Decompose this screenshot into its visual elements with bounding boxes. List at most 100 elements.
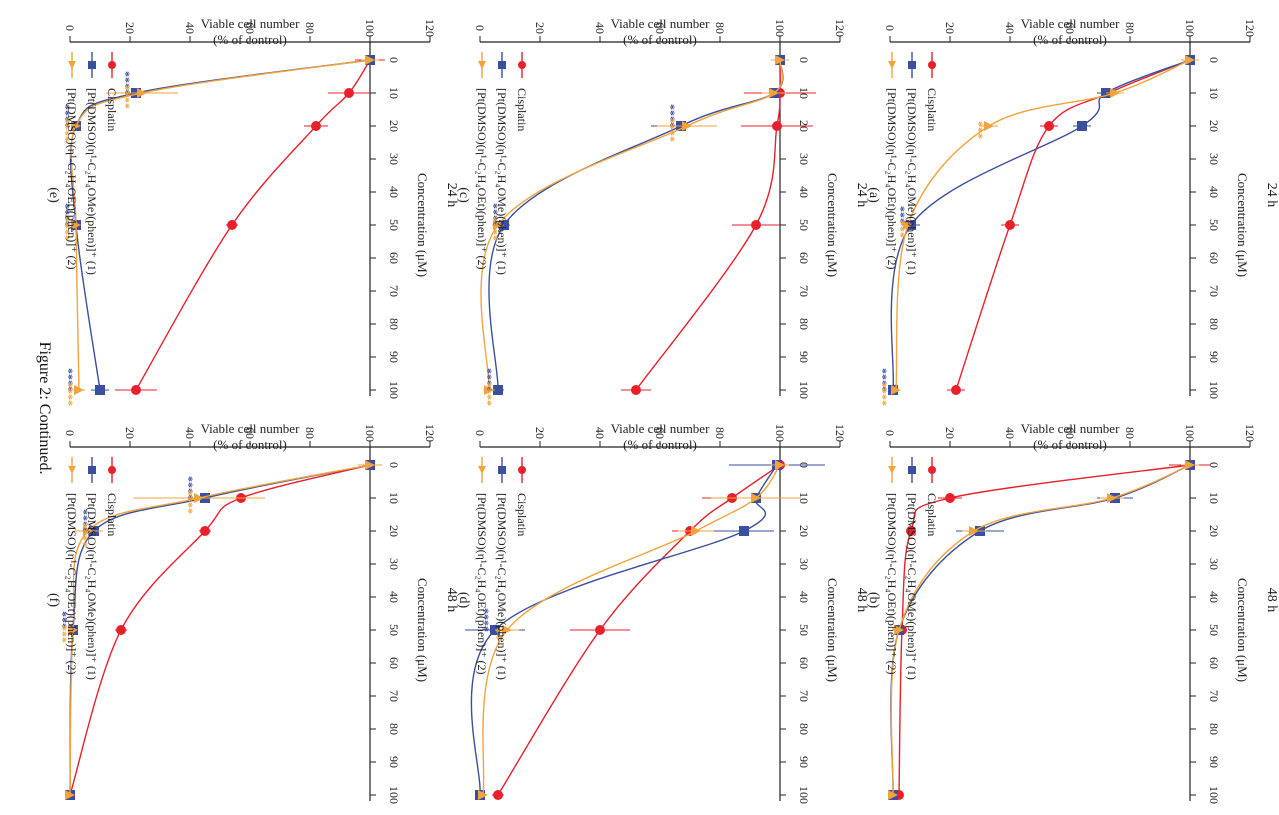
panels-layer: 0 20 40 60 80 100 1200102030405060708090100Via… (46, 16, 1279, 804)
data-point-complex2 (484, 385, 494, 395)
data-point-complex2 (888, 790, 898, 800)
concentration-tick-label: 80 (1207, 318, 1221, 330)
panel-title: 24 h (1264, 183, 1279, 208)
data-point-complex2 (1110, 88, 1120, 98)
legend-marker-cisplatin (108, 61, 116, 69)
legend-marker-complex1 (908, 466, 916, 474)
concentration-tick-label: 50 (387, 624, 401, 636)
significance-marker: **** (481, 368, 495, 392)
value-axis-label: Viable cell number (611, 16, 711, 31)
value-tick-label: 40 (593, 22, 607, 34)
value-tick-label: 40 (183, 427, 197, 439)
significance-marker: **** (481, 382, 495, 406)
data-point-cisplatin (344, 88, 354, 98)
data-point-cisplatin (311, 121, 321, 131)
value-tick-label: 80 (713, 427, 727, 439)
data-point-complex2 (478, 790, 488, 800)
figure-caption: Figure 2: Continued. (36, 342, 53, 475)
significance-marker: *** (894, 206, 908, 224)
value-tick-label: 0 (63, 430, 77, 436)
legend-label-complex2: [Pt(DMSO)(η¹-C₂H₄OEt)(phen)]⁺ (2) (65, 493, 79, 675)
significance-marker: **** (487, 203, 501, 227)
panel-title: 48 h (854, 588, 869, 613)
concentration-tick-label: 40 (797, 186, 811, 198)
legend-label-complex1: [Pt(DMSO)(η¹-C₂H₄OMe)(phen)]⁺ (1) (495, 88, 509, 275)
data-point-complex2 (682, 121, 692, 131)
panel-label: (b) (866, 592, 881, 609)
value-tick-label: 20 (533, 427, 547, 439)
legend-marker-complex2 (888, 61, 896, 69)
value-tick-label: 40 (1003, 427, 1017, 439)
series-line-complex1 (890, 59, 1191, 391)
legend-marker-complex1 (498, 466, 506, 474)
legend-label-cisplatin: Cisplatin (515, 88, 529, 131)
value-tick-label: 20 (943, 427, 957, 439)
data-point-complex2 (1185, 460, 1195, 470)
value-tick-label: 60 (243, 427, 257, 439)
concentration-tick-label: 100 (797, 786, 811, 804)
concentration-tick-label: 10 (797, 492, 811, 504)
value-tick-label: 80 (713, 22, 727, 34)
legend-marker-complex2 (888, 466, 896, 474)
concentration-tick-label: 30 (1207, 558, 1221, 570)
value-tick-label: 80 (1123, 22, 1137, 34)
data-point-cisplatin (906, 526, 916, 536)
value-tick-label: 0 (883, 430, 897, 436)
data-point-complex2 (903, 220, 913, 230)
data-point-cisplatin (751, 220, 761, 230)
concentration-tick-label: 50 (797, 624, 811, 636)
data-point-complex2 (502, 625, 512, 635)
data-point-complex1 (1077, 121, 1087, 131)
value-axis-sublabel: (% of control) (213, 437, 287, 452)
legend-label-complex2: [Pt(DMSO)(η¹-C₂H₄OEt)(phen)]⁺ (2) (475, 88, 489, 270)
value-axis-sublabel: (% of control) (1033, 437, 1107, 452)
data-point-complex2 (83, 526, 93, 536)
legend-label-cisplatin: Cisplatin (105, 88, 119, 131)
value-tick-label: 60 (653, 22, 667, 34)
concentration-tick-label: 70 (1207, 285, 1221, 297)
concentration-tick-label: 40 (797, 591, 811, 603)
concentration-tick-label: 100 (797, 381, 811, 399)
value-axis-label: Viable cell number (201, 421, 301, 436)
data-point-cisplatin (200, 526, 210, 536)
significance-marker: *** (56, 625, 70, 643)
data-point-complex2 (969, 526, 979, 536)
chart-panel-d: 0 20 40 60 80 100 1200102030405060708090100Via… (456, 421, 869, 804)
chart-panel-a: 0 20 40 60 80 100 120 0 10 20 30 40 50 60 70 80 90 100 Via… (866, 16, 1279, 406)
concentration-tick-label: 50 (1207, 219, 1221, 231)
legend-marker-complex2 (68, 61, 76, 69)
value-tick-label: 100 (363, 19, 377, 37)
significance-marker: **** (876, 368, 890, 392)
panel-title: 24 h (444, 183, 459, 208)
legend-label-cisplatin: Cisplatin (105, 493, 119, 536)
significance-marker: **** (77, 509, 91, 533)
concentration-tick-label: 40 (387, 591, 401, 603)
significance-marker: **** (182, 490, 196, 514)
concentration-tick-label: 20 (797, 525, 811, 537)
data-point-complex2 (493, 220, 503, 230)
value-tick-label: 100 (363, 424, 377, 442)
value-tick-label: 20 (123, 427, 137, 439)
legend-label-complex1: [Pt(DMSO)(η¹-C₂H₄OMe)(phen)]⁺ (1) (905, 493, 919, 680)
concentration-tick-label: 70 (797, 690, 811, 702)
significance-marker: *** (972, 121, 986, 139)
value-axis-label: Viable cell number (1021, 16, 1121, 31)
data-point-complex2 (68, 625, 78, 635)
concentration-tick-label: 0 (387, 57, 401, 63)
concentration-tick-label: 90 (387, 351, 401, 363)
significance-marker: *** (56, 611, 70, 629)
data-point-complex1 (739, 526, 749, 536)
value-axis-sublabel: (% of control) (213, 32, 287, 47)
panel-label: (c) (456, 187, 471, 203)
concentration-tick-label: 100 (387, 786, 401, 804)
significance-marker: **** (119, 71, 133, 95)
legend-label-complex1: [Pt(DMSO)(η¹-C₂H₄OMe)(phen)]⁺ (1) (85, 88, 99, 275)
data-point-complex2 (365, 460, 375, 470)
legend-label-complex2: [Pt(DMSO)(η¹-C₂H₄OEt)(phen)]⁺ (2) (65, 88, 79, 270)
significance-marker: **** (119, 85, 133, 109)
value-axis-label: Viable cell number (1021, 421, 1121, 436)
legend-marker-complex1 (498, 61, 506, 69)
chart-panel-f: 0 20 40 60 80 100 120 0 10 20 30 40 50 60 70 80 90 100 Via… (46, 421, 459, 804)
legend-label-complex1: [Pt(DMSO)(η¹-C₂H₄OMe)(phen)]⁺ (1) (905, 88, 919, 275)
